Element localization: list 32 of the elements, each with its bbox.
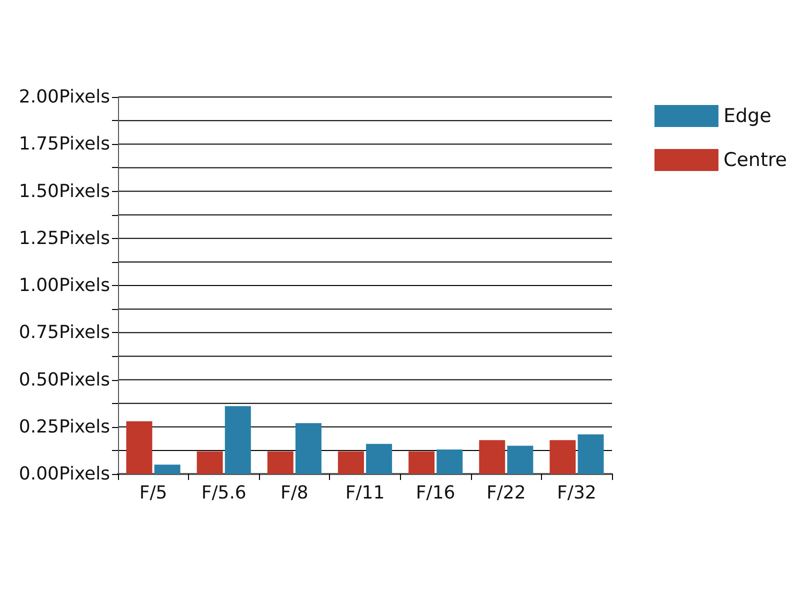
x-tick-label: F/16 [416,482,456,504]
bar [338,451,364,474]
legend-label: Centre [723,149,787,171]
bar [507,446,534,474]
bar [479,440,506,474]
y-tick-label: 1.50Pixels [18,180,110,202]
y-tick-label: 1.75Pixels [18,134,110,155]
x-tick-label: F/11 [345,482,385,504]
bar [196,451,223,474]
x-tick-label: F/5.6 [201,482,246,504]
bar [267,451,294,474]
bar [224,406,251,474]
y-tick-label: 0.25Pixels [18,416,110,438]
bar [154,464,180,474]
x-tick-label: F/22 [486,482,526,504]
bar [366,444,392,474]
y-tick-label: 1.00Pixels [18,275,110,296]
y-tick-label: 2.00Pixels [18,86,110,108]
bar [550,440,576,474]
legend-label: Edge [723,105,772,127]
bar [126,421,152,474]
x-tick-label: F/5 [139,482,168,504]
y-tick-label: 0.00Pixels [18,464,110,484]
y-tick-label: 0.50Pixels [18,369,110,390]
bar [408,451,435,474]
bar [436,449,463,474]
y-tick-label: 0.75Pixels [18,322,110,344]
bar [578,434,604,474]
x-tick-label: F/32 [557,482,596,504]
bar [295,423,322,474]
x-tick-label: F/8 [280,482,308,504]
y-tick-label: 1.25Pixels [18,228,110,249]
